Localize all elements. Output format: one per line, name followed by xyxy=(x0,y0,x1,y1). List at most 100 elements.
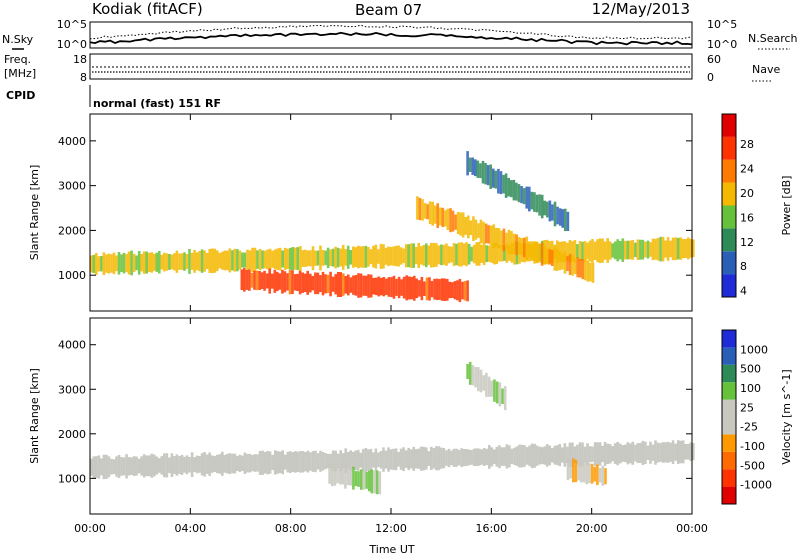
data-cell xyxy=(289,247,292,270)
data-cell xyxy=(245,270,249,290)
data-cell xyxy=(215,250,219,272)
data-cell xyxy=(616,441,619,466)
data-cell xyxy=(578,258,582,278)
data-cell xyxy=(309,452,312,471)
velocity-colorbar: 1000 500 100 25 -25 -100 -500 -1000 xyxy=(721,329,772,505)
data-cell xyxy=(402,276,406,299)
data-cell xyxy=(120,254,123,272)
data-cell xyxy=(183,252,186,271)
data-cell xyxy=(467,215,470,239)
data-cell xyxy=(584,259,587,281)
data-cell xyxy=(377,452,380,468)
data-cell xyxy=(664,442,667,463)
data-cell xyxy=(502,174,505,194)
data-cell xyxy=(601,238,604,263)
data-cell xyxy=(422,244,426,266)
data-cell xyxy=(289,451,292,473)
data-cell xyxy=(409,449,413,469)
data-cell xyxy=(173,456,176,475)
data-cell xyxy=(561,241,564,262)
data-cell xyxy=(451,282,454,298)
feature-band-rising xyxy=(416,196,595,283)
data-cell xyxy=(520,238,523,256)
data-cell xyxy=(512,233,516,254)
colorbar-tick-label: 1000 xyxy=(740,343,768,356)
data-cell xyxy=(321,271,325,296)
data-cell xyxy=(497,228,501,249)
data-cell xyxy=(299,246,302,271)
data-cell xyxy=(438,279,441,300)
data-cell xyxy=(253,247,257,272)
data-cell xyxy=(263,270,266,291)
data-cell xyxy=(451,210,455,232)
data-cell xyxy=(457,449,461,466)
data-cell xyxy=(270,273,274,289)
data-cell xyxy=(689,442,693,461)
nsearch-label: N.Search xyxy=(748,32,798,45)
data-cell xyxy=(158,251,161,274)
data-cell xyxy=(423,203,427,219)
data-cell xyxy=(461,281,464,300)
data-cell xyxy=(142,251,146,274)
data-cell xyxy=(296,451,300,472)
data-cell xyxy=(431,201,434,226)
data-cell xyxy=(364,245,368,268)
data-cell xyxy=(330,462,334,487)
data-cell xyxy=(241,252,244,268)
feature-band-upper-arc xyxy=(466,151,570,232)
data-cell xyxy=(314,450,317,473)
data-cell xyxy=(303,273,307,292)
data-cell xyxy=(426,204,429,220)
data-cell xyxy=(344,249,347,266)
y-tick-label: 1000 xyxy=(58,269,86,282)
data-cell xyxy=(437,446,441,471)
data-cell xyxy=(456,212,460,235)
data-cell xyxy=(522,188,526,205)
data-cell xyxy=(498,382,502,407)
nave-label: Nave xyxy=(752,63,780,76)
data-cell xyxy=(530,241,534,260)
data-cell xyxy=(324,250,327,266)
colorbar-segment xyxy=(722,469,736,487)
data-cell xyxy=(582,462,586,483)
data-cell xyxy=(550,448,554,463)
data-cell xyxy=(441,207,445,228)
data-cell xyxy=(474,219,478,240)
data-cell xyxy=(215,454,219,474)
data-cell xyxy=(472,448,476,466)
data-cell xyxy=(578,241,582,262)
data-cell xyxy=(377,249,380,264)
data-cell xyxy=(418,280,421,297)
data-cell xyxy=(551,249,554,266)
data-cell xyxy=(258,271,261,290)
data-cell xyxy=(573,240,577,263)
data-cell xyxy=(466,364,469,379)
data-cell xyxy=(489,164,492,189)
data-cell xyxy=(412,446,415,471)
data-cell xyxy=(543,446,546,465)
data-cell xyxy=(505,444,509,469)
nave-tick-bottom: 0 xyxy=(707,71,714,84)
data-cell xyxy=(357,273,360,298)
data-cell xyxy=(470,449,473,465)
data-cell xyxy=(492,224,495,249)
data-cell xyxy=(604,468,607,485)
data-cell xyxy=(470,246,473,262)
data-cell xyxy=(102,454,106,480)
data-cell xyxy=(518,444,521,468)
data-cell xyxy=(445,243,448,266)
data-cell xyxy=(170,453,174,477)
data-cell xyxy=(588,240,592,262)
data-cell xyxy=(447,448,451,468)
data-cell xyxy=(490,447,494,467)
y-tick-label: 1000 xyxy=(58,472,86,485)
data-cell xyxy=(489,225,493,245)
data-cell xyxy=(316,272,320,295)
data-cell xyxy=(362,449,365,472)
data-cell xyxy=(321,451,325,471)
data-cell xyxy=(193,457,196,472)
data-cell xyxy=(178,456,181,474)
data-cell xyxy=(504,173,508,198)
data-cell xyxy=(477,242,481,266)
data-cell xyxy=(558,444,562,467)
